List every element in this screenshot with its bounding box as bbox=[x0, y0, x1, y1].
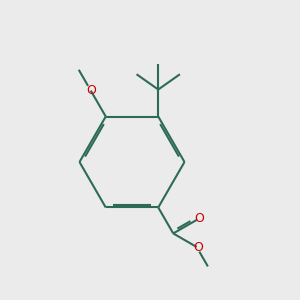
Text: O: O bbox=[194, 212, 204, 225]
Text: O: O bbox=[86, 84, 96, 97]
Text: O: O bbox=[193, 241, 203, 254]
